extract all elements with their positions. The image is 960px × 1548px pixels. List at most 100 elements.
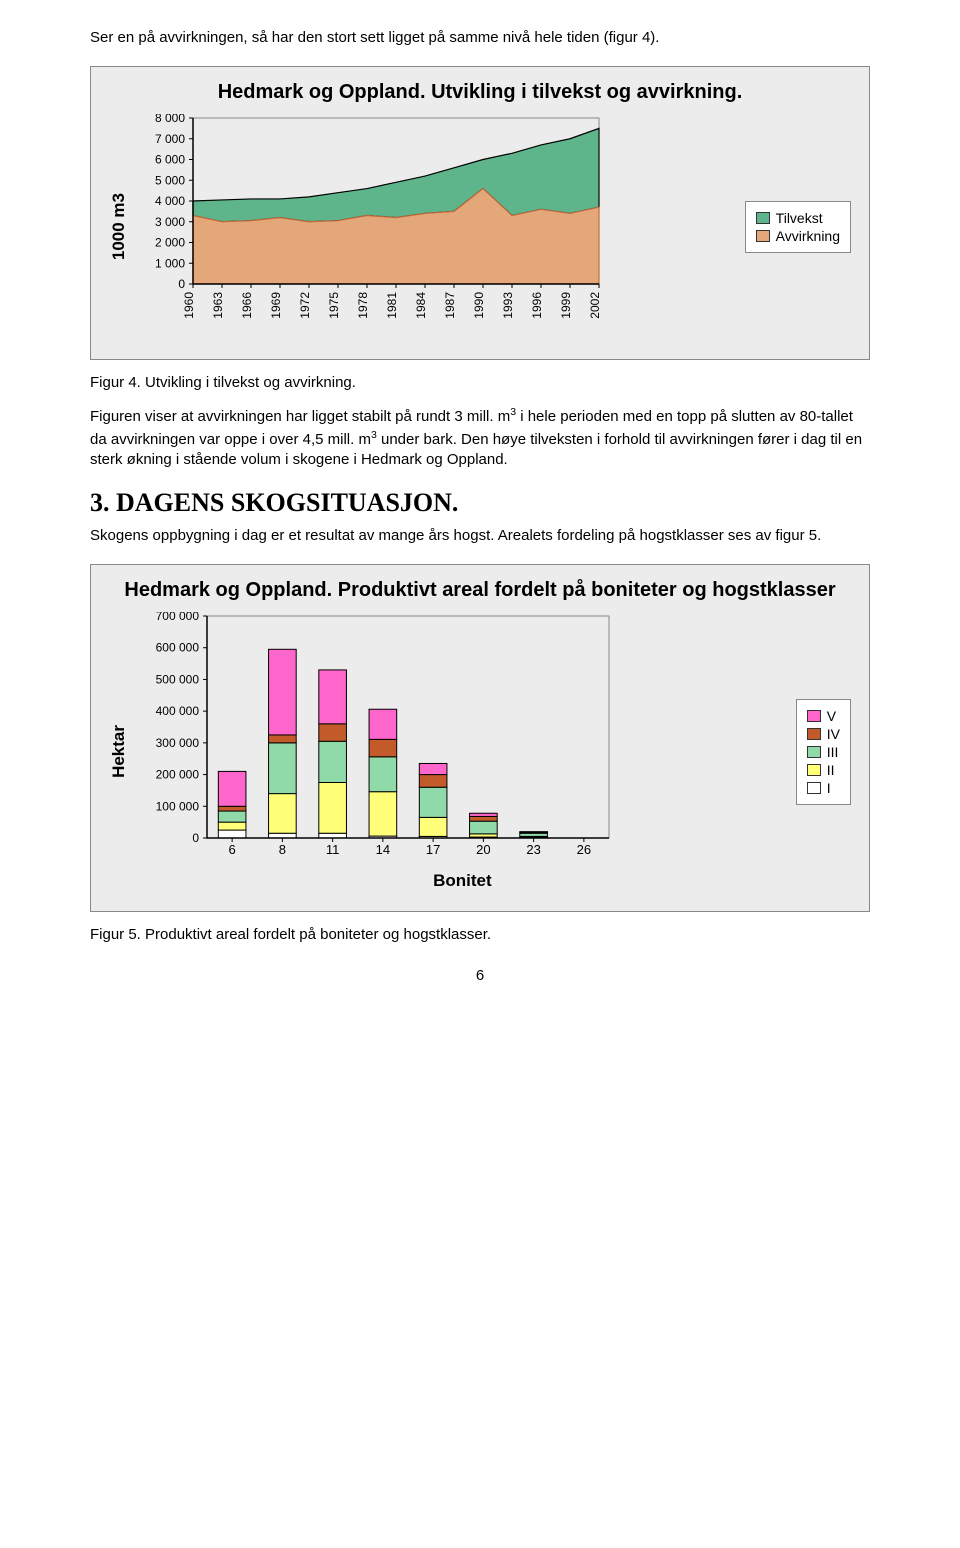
chart1-ytick: 4 000 xyxy=(155,194,185,208)
chart2-xtick: 17 xyxy=(426,842,440,857)
chart2-bar-segment xyxy=(369,709,397,739)
chart1-xtick: 1981 xyxy=(385,292,399,319)
chart2-xtick: 26 xyxy=(577,842,591,857)
legend-swatch xyxy=(807,764,821,776)
chart1-xtick: 1987 xyxy=(443,292,457,319)
chart2-svg: 0 100 000 200 000 300 000 400 000 500 000 600 … xyxy=(143,612,613,862)
chart2-ylabel: Hektar xyxy=(109,725,129,778)
chart2-ytick: 200 000 xyxy=(156,768,200,782)
chart2-bar-segment xyxy=(470,817,498,822)
chart2-bar-segment xyxy=(269,650,297,736)
page-number: 6 xyxy=(90,967,870,984)
chart1-ytick: 6 000 xyxy=(155,153,185,167)
chart1-legend: Tilvekst Avvirkning xyxy=(745,201,851,253)
chart1-xtick: 1975 xyxy=(327,292,341,319)
chart2-xtick: 20 xyxy=(476,842,490,857)
chart2-bar-segment xyxy=(369,757,397,792)
chart1-xtick: 1966 xyxy=(240,292,254,319)
chart2-ytick: 100 000 xyxy=(156,800,200,814)
chart2-bar-segment xyxy=(319,724,347,741)
chart2-ytick: 600 000 xyxy=(156,641,200,655)
para2: Figuren viser at avvirkningen har ligget… xyxy=(90,405,870,470)
chart1-plot: 0 1 000 2 000 3 000 4 000 5 000 6 000 7 000 8 00… xyxy=(143,114,731,339)
chart2-xlabel: Bonitet xyxy=(143,871,782,891)
chart2-plot-wrap: 0 100 000 200 000 300 000 400 000 500 000 600 … xyxy=(143,612,782,891)
chart1-xtick: 2002 xyxy=(588,292,602,319)
chart2-legend-item: I xyxy=(807,780,840,796)
chart1-ytick: 2 000 xyxy=(155,236,185,250)
chart1-xtick: 1963 xyxy=(211,292,225,319)
legend-label: Avvirkning xyxy=(776,228,840,244)
legend-swatch xyxy=(807,782,821,794)
chart1-xtick: 1999 xyxy=(559,292,573,319)
chart1-title: Hedmark og Oppland. Utvikling i tilvekst… xyxy=(109,81,851,104)
legend-swatch xyxy=(807,710,821,722)
chart2-legend-item: IV xyxy=(807,726,840,742)
chart2-bar-segment xyxy=(269,735,297,743)
chart2-bar-segment xyxy=(269,743,297,794)
para2-pre: Figuren viser at avvirkningen har ligget… xyxy=(90,408,510,425)
chart2-bar-segment xyxy=(218,822,246,830)
chart2-bar-segment xyxy=(520,832,548,833)
chart2-bar-segment xyxy=(319,742,347,783)
chart1-ytick: 7 000 xyxy=(155,132,185,146)
chart2-bar-segment xyxy=(470,821,498,834)
chart2-ytick: 700 000 xyxy=(156,612,200,623)
chart2-caption: Figur 5. Produktivt areal fordelt på bon… xyxy=(90,926,870,943)
chart2-plot: 0 100 000 200 000 300 000 400 000 500 000 600 … xyxy=(143,612,782,867)
chart1-xtick: 1990 xyxy=(472,292,486,319)
legend-label: V xyxy=(827,708,836,724)
chart2-bar-segment xyxy=(319,783,347,834)
chart1-caption: Figur 4. Utvikling i tilvekst og avvirkn… xyxy=(90,374,870,391)
chart2-xtick: 8 xyxy=(279,842,286,857)
chart2-legend-item: II xyxy=(807,762,840,778)
chart2-bar-segment xyxy=(218,830,246,838)
chart1-ytick: 5 000 xyxy=(155,174,185,188)
chart2-ytick: 300 000 xyxy=(156,736,200,750)
chart2-bar-segment xyxy=(218,811,246,822)
chart2-legend-item: V xyxy=(807,708,840,724)
chart1-xtick: 1996 xyxy=(530,292,544,319)
chart2-ytick: 500 000 xyxy=(156,673,200,687)
chart1-xtick: 1993 xyxy=(501,292,515,319)
chart1-xtick: 1960 xyxy=(182,292,196,319)
chart1-ytick: 8 000 xyxy=(155,114,185,125)
legend-swatch xyxy=(756,212,770,224)
legend-label: II xyxy=(827,762,835,778)
chart2-bar-segment xyxy=(419,788,447,818)
chart1-xtick: 1978 xyxy=(356,292,370,319)
chart1-container: Hedmark og Oppland. Utvikling i tilvekst… xyxy=(90,66,870,360)
chart1-legend-item: Tilvekst xyxy=(756,210,840,226)
intro-paragraph: Ser en på avvirkningen, så har den stort… xyxy=(90,28,870,48)
chart2-legend: VIVIIIIII xyxy=(796,699,851,805)
chart2-xtick: 6 xyxy=(229,842,236,857)
chart1-legend-item: Avvirkning xyxy=(756,228,840,244)
legend-swatch xyxy=(807,728,821,740)
chart2-bar-segment xyxy=(419,818,447,837)
chart1-svg: 0 1 000 2 000 3 000 4 000 5 000 6 000 7 000 8 00… xyxy=(143,114,603,334)
chart1-xtick: 1972 xyxy=(298,292,312,319)
para3: Skogens oppbygning i dag er et resultat … xyxy=(90,526,870,546)
chart1-ytick: 1 000 xyxy=(155,257,185,271)
chart2-bar-segment xyxy=(369,740,397,757)
section3-heading: 3. DAGENS SKOGSITUASJON. xyxy=(90,488,870,518)
chart2-xtick: 14 xyxy=(376,842,390,857)
chart2-bar-segment xyxy=(218,807,246,812)
legend-label: I xyxy=(827,780,831,796)
chart2-ytick: 0 xyxy=(192,831,199,845)
chart2-container: Hedmark og Oppland. Produktivt areal for… xyxy=(90,564,870,912)
chart2-xtick: 11 xyxy=(326,842,340,857)
chart1-plot-wrap: 0 1 000 2 000 3 000 4 000 5 000 6 000 7 000 8 00… xyxy=(143,114,731,339)
chart1-ylabel: 1000 m3 xyxy=(109,193,129,260)
legend-swatch xyxy=(756,230,770,242)
chart2-bar-segment xyxy=(369,792,397,836)
chart1-ytick: 0 xyxy=(178,277,185,291)
legend-swatch xyxy=(807,746,821,758)
chart2-ytick: 400 000 xyxy=(156,704,200,718)
chart2-xtick: 23 xyxy=(526,842,540,857)
chart1-xtick: 1984 xyxy=(414,292,428,319)
chart1-ytick: 3 000 xyxy=(155,215,185,229)
chart2-bar-segment xyxy=(269,794,297,834)
chart2-title: Hedmark og Oppland. Produktivt areal for… xyxy=(109,579,851,602)
chart2-bar-segment xyxy=(218,772,246,807)
